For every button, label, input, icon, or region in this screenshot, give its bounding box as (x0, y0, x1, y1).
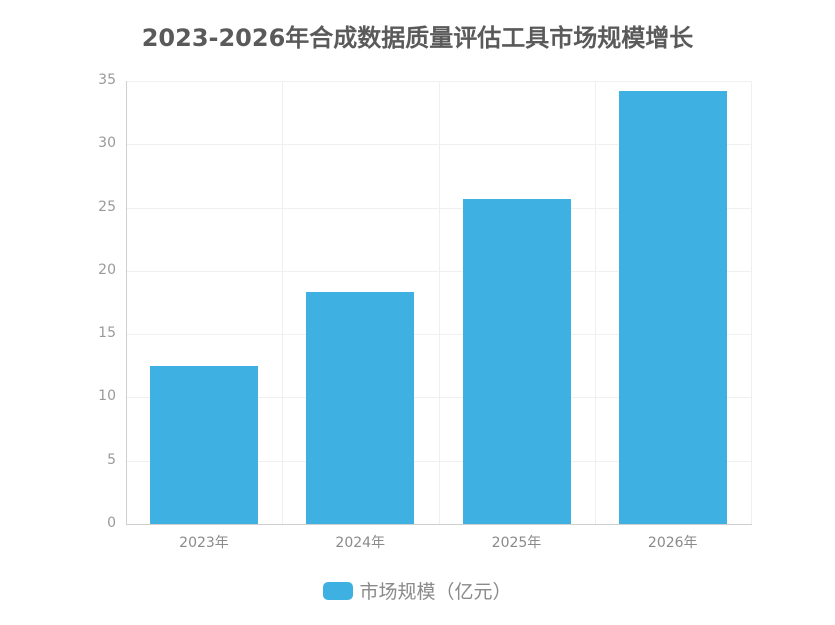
x-tick-label: 2026年 (647, 535, 698, 551)
y-tick-label: 10 (98, 388, 116, 405)
x-tick-label: 2025年 (491, 535, 542, 551)
x-tick-label: 2024年 (335, 535, 386, 551)
x-axis-line (126, 524, 752, 525)
gridline-vertical (751, 81, 752, 524)
y-tick-label: 5 (107, 451, 116, 468)
bar-2023年[interactable] (150, 365, 259, 524)
gridline-vertical (282, 81, 284, 524)
y-tick-label: 20 (98, 261, 116, 278)
gridline-vertical (438, 81, 440, 524)
y-tick-label: 30 (98, 135, 116, 152)
legend-label: 市场规模（亿元） (359, 581, 512, 603)
legend[interactable]: 市场规模（亿元） (0, 577, 835, 604)
x-tick-label: 2023年 (179, 535, 229, 551)
bar-2025年[interactable] (462, 198, 571, 524)
legend-swatch-icon (323, 581, 354, 600)
bar-2024年[interactable] (306, 292, 415, 524)
y-tick-label: 35 (98, 72, 116, 88)
gridline-vertical (594, 81, 596, 524)
chart-title: 2023-2026年合成数据质量评估工具市场规模增长 (141, 24, 694, 52)
y-tick-label: 25 (98, 198, 116, 215)
y-tick-label: 15 (98, 325, 116, 342)
y-axis-line (126, 81, 127, 525)
y-tick-label: 0 (107, 515, 116, 531)
bar-2026年[interactable] (618, 91, 727, 524)
